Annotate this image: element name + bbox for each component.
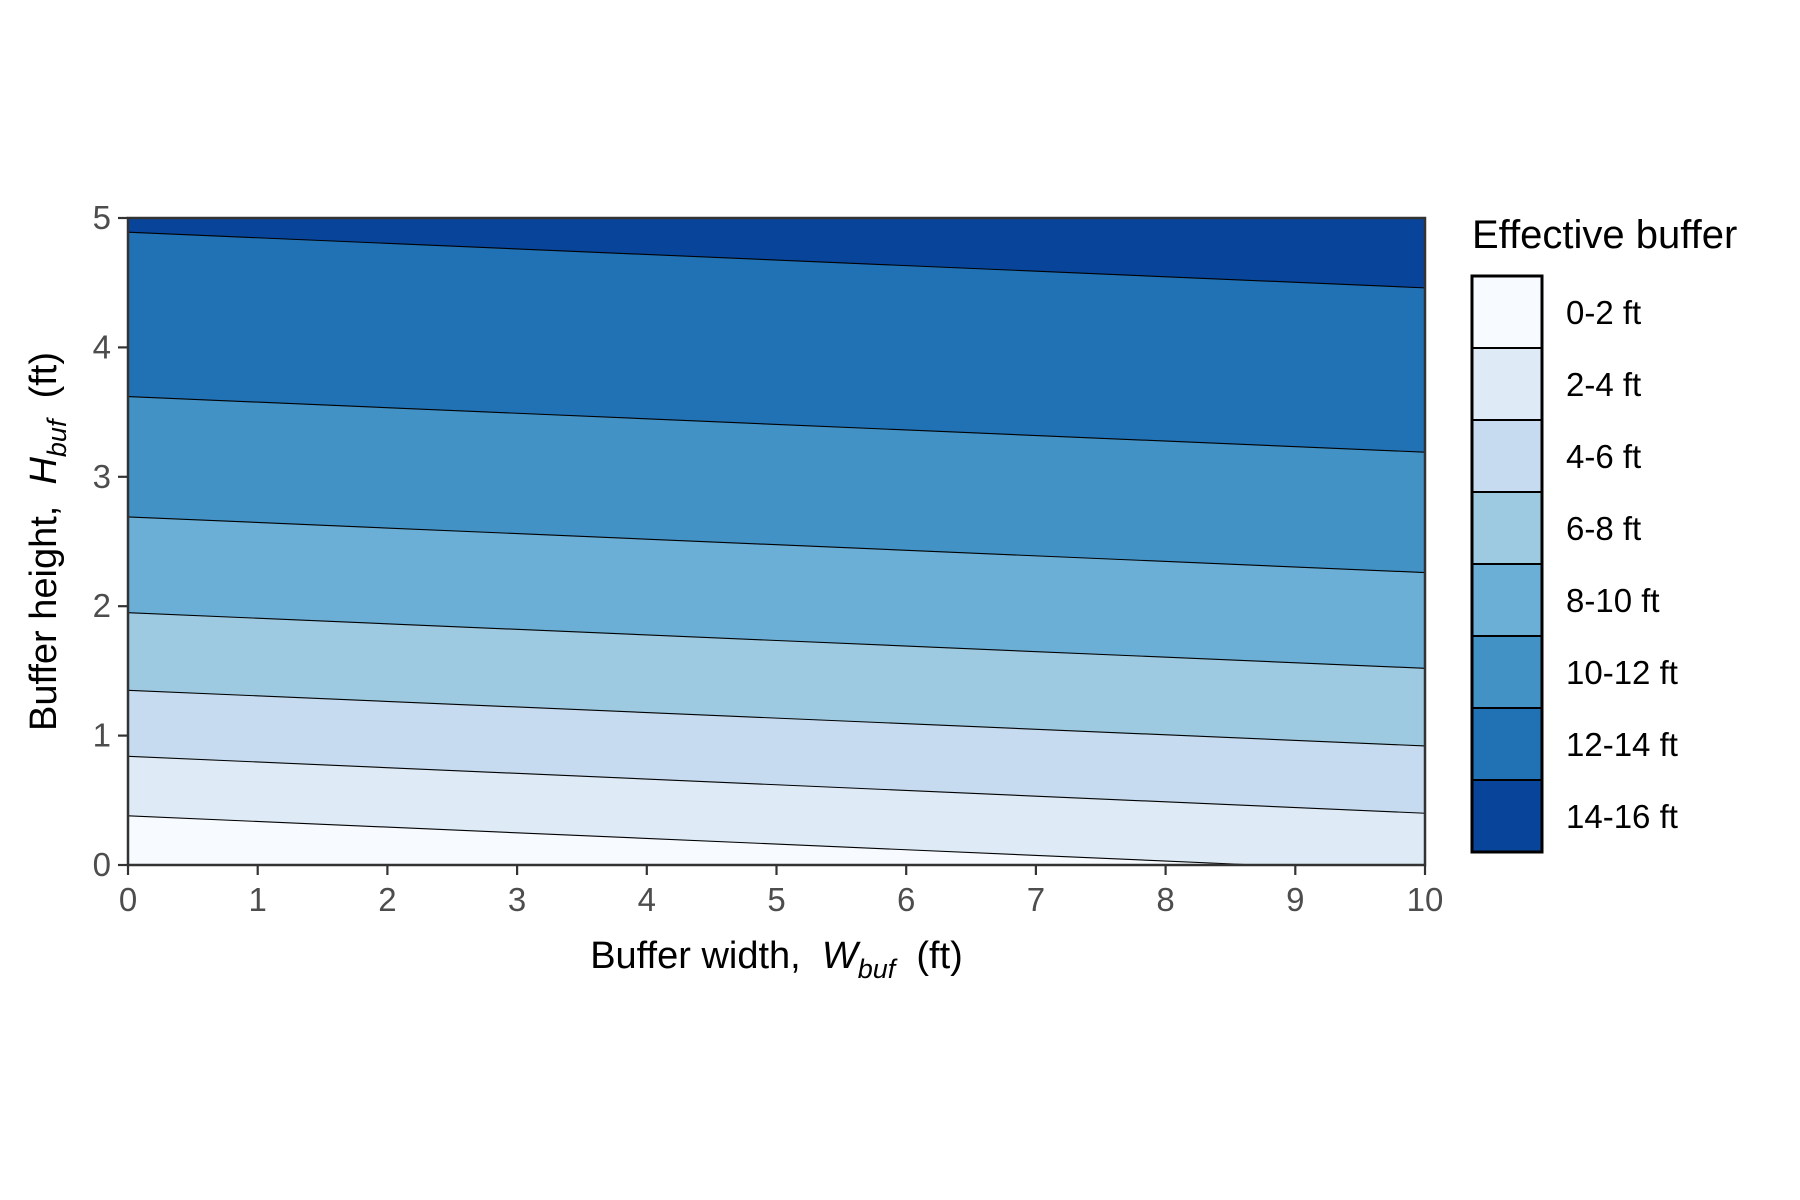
y-tick-label: 3 [93, 458, 111, 495]
legend-label: 4-6 ft [1566, 438, 1641, 475]
x-axis: 0 1 2 3 4 5 6 7 8 9 10 [119, 865, 1444, 918]
contour-lines [127, 231, 1426, 866]
x-axis-title: Buffer width, Wbuf (ft) [590, 935, 963, 984]
legend-label: 12-14 ft [1566, 726, 1678, 763]
legend-label: 8-10 ft [1566, 582, 1660, 619]
legend-key-0-2-ft [1471, 275, 1543, 349]
legend: 0-2 ft 2-4 ft 4-6 ft 6-8 ft 8-10 ft 10-12 ft 1… [1470, 274, 1678, 854]
y-axis-title-suffix: (ft) [23, 352, 65, 420]
y-tick-label: 2 [93, 587, 111, 624]
y-axis-title-prefix: Buffer height, [23, 485, 65, 731]
legend-label: 2-4 ft [1566, 366, 1641, 403]
x-tick-label: 5 [767, 881, 785, 918]
x-axis-title-symbol: W [822, 935, 861, 977]
y-tick-label: 1 [93, 717, 111, 754]
x-tick-label: 0 [119, 881, 137, 918]
x-axis-title-suffix: (ft) [895, 935, 963, 977]
y-axis-title-symbol: H [23, 457, 65, 485]
x-tick-label: 9 [1286, 881, 1304, 918]
x-tick-label: 4 [638, 881, 656, 918]
legend-label: 0-2 ft [1566, 294, 1641, 331]
legend-key-14-16-ft [1471, 779, 1543, 853]
x-tick-label: 2 [378, 881, 396, 918]
legend-key-4-6-ft [1471, 419, 1543, 493]
legend-label: 14-16 ft [1566, 798, 1678, 835]
contour-line-2 [127, 815, 1257, 866]
x-tick-label: 10 [1407, 881, 1444, 918]
legend-title: Effective buffer [1472, 213, 1737, 257]
contour-line-8 [127, 612, 1426, 669]
x-tick-label: 7 [1027, 881, 1045, 918]
contour-line-4 [127, 755, 1426, 814]
y-axis-title-subscript: buf [42, 417, 72, 457]
y-tick-label: 4 [93, 328, 111, 365]
x-tick-label: 8 [1156, 881, 1174, 918]
legend-label: 10-12 ft [1566, 654, 1678, 691]
legend-key-2-4-ft [1471, 347, 1543, 421]
legend-key-10-12-ft [1471, 635, 1543, 709]
x-axis-title-subscript: buf [858, 954, 898, 984]
legend-label: 6-8 ft [1566, 510, 1641, 547]
contour-line-12 [127, 396, 1426, 453]
x-tick-label: 6 [897, 881, 915, 918]
contour-line-6 [127, 689, 1426, 747]
x-axis-title-prefix: Buffer width, [590, 935, 822, 977]
legend-key-6-8-ft [1471, 491, 1543, 565]
contour-bands [127, 217, 1426, 866]
y-tick-label: 0 [93, 846, 111, 883]
legend-key-frame [1470, 274, 1544, 854]
contour-line-14 [127, 231, 1426, 289]
contour-line-10 [127, 516, 1426, 574]
y-axis-title: Buffer height, Hbuf (ft) [23, 352, 72, 731]
x-tick-label: 1 [249, 881, 267, 918]
x-tick-label: 3 [508, 881, 526, 918]
legend-key-8-10-ft [1471, 563, 1543, 637]
y-tick-label: 5 [93, 199, 111, 236]
legend-key-12-14-ft [1471, 707, 1543, 781]
y-axis: 0 1 2 3 4 5 [93, 199, 128, 883]
